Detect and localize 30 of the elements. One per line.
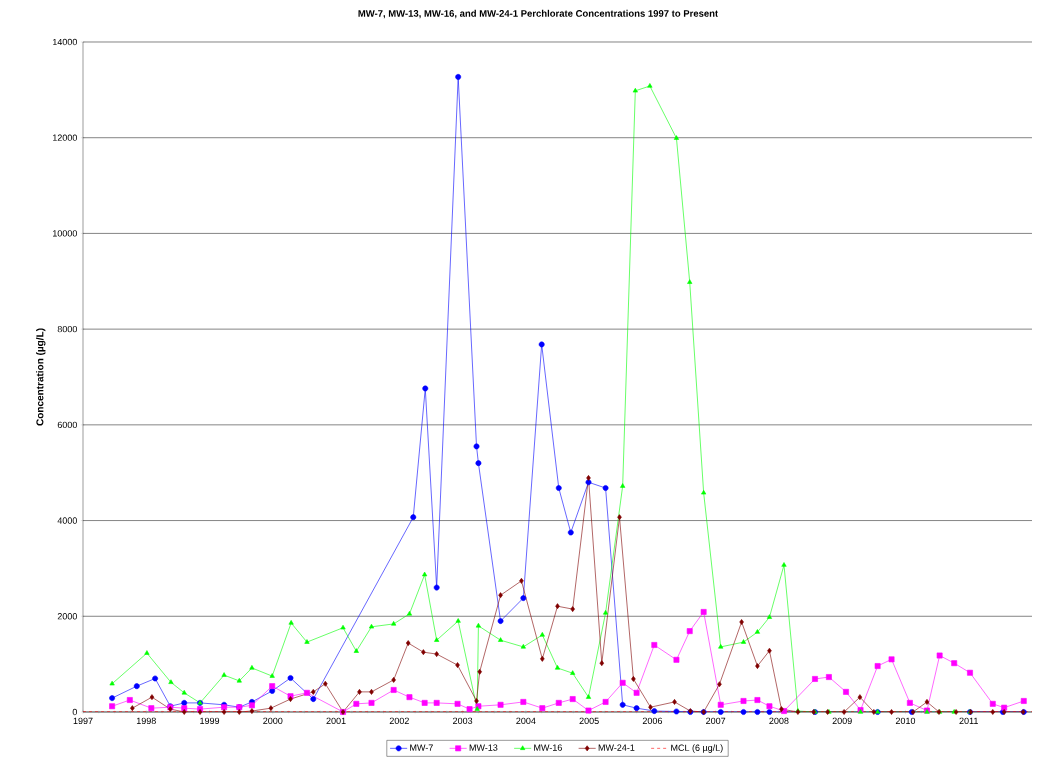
legend-label: MW-7 bbox=[410, 744, 433, 751]
x-tick-label: 1997 bbox=[73, 717, 93, 725]
x-tick-label: 2011 bbox=[959, 717, 978, 725]
legend-label: MW-16 bbox=[534, 744, 562, 751]
x-tick-label: 1999 bbox=[200, 717, 220, 725]
y-tick-label: 14000 bbox=[53, 38, 77, 46]
legend-label: MW-13 bbox=[469, 744, 498, 751]
legend-label: MW-24-1 bbox=[598, 744, 635, 751]
y-tick-label: 6000 bbox=[57, 421, 77, 429]
y-tick-label: 10000 bbox=[53, 230, 77, 237]
legend-label: MCL (6 µg/L) bbox=[671, 744, 723, 753]
y-axis-title: Concentration (µg/L) bbox=[36, 328, 46, 426]
chart-title: MW-7, MW-13, MW-16, and MW-24-1 Perchlorate Concentrations 1997 to Present bbox=[358, 9, 719, 19]
y-tick-label: 12000 bbox=[53, 134, 77, 141]
y-tick-label: 0 bbox=[72, 708, 77, 716]
x-tick-label: 2001 bbox=[326, 717, 346, 725]
x-tick-label: 2000 bbox=[263, 717, 283, 725]
y-tick-label: 2000 bbox=[57, 613, 77, 620]
y-tick-label: 8000 bbox=[57, 325, 77, 333]
x-tick-label: 2002 bbox=[389, 717, 409, 725]
y-tick-label: 4000 bbox=[57, 517, 77, 524]
x-tick-label: 2006 bbox=[642, 717, 663, 725]
x-tick-label: 1998 bbox=[136, 717, 156, 725]
x-tick-label: 2003 bbox=[453, 717, 473, 725]
x-tick-label: 2007 bbox=[706, 717, 726, 725]
x-tick-label: 2008 bbox=[769, 717, 789, 725]
x-tick-label: 2004 bbox=[516, 717, 536, 725]
x-tick-label: 2010 bbox=[895, 717, 916, 725]
x-tick-label: 2005 bbox=[579, 717, 599, 725]
x-tick-label: 2009 bbox=[832, 717, 852, 725]
